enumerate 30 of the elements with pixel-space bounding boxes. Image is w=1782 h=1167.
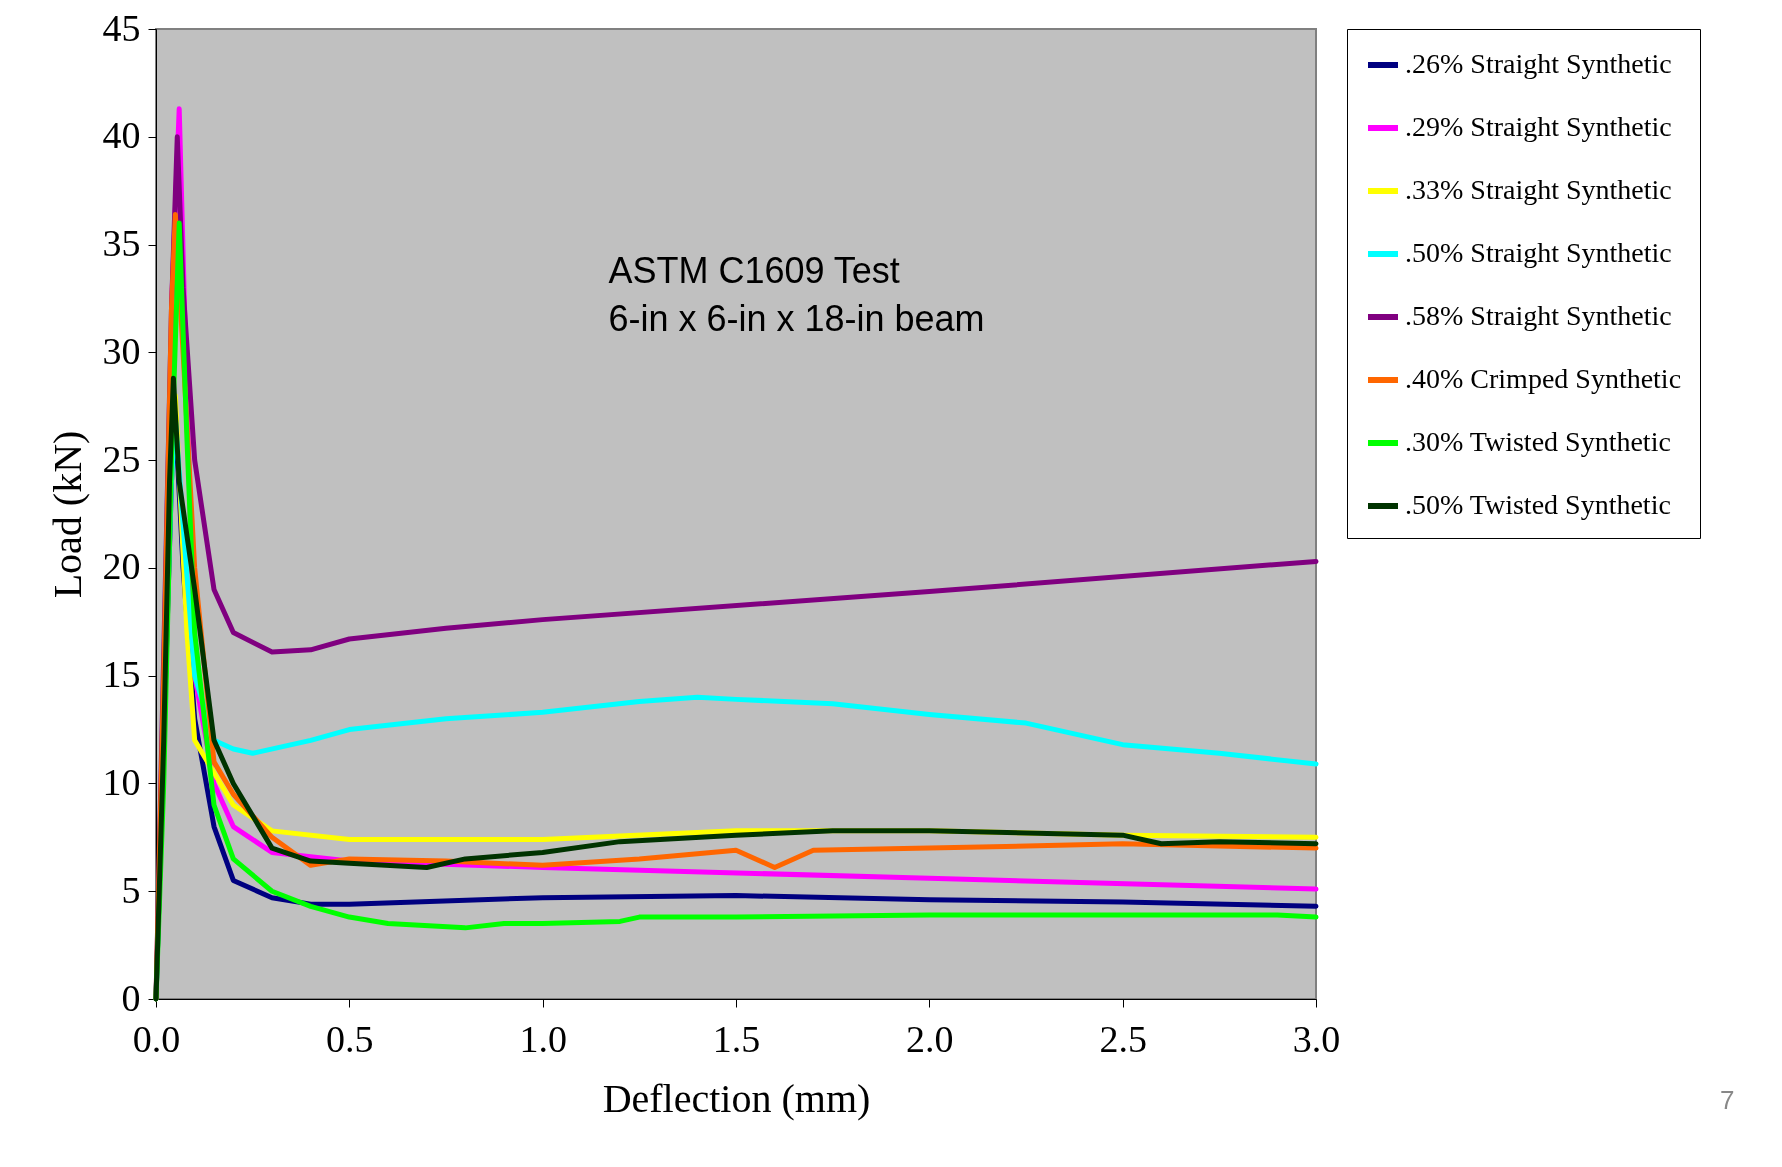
y-tick-label: 15 [102,653,141,696]
x-tick-label: 1.5 [712,1017,761,1060]
y-tick-label: 35 [102,222,141,265]
y-tick-label: 5 [121,868,141,911]
x-axis-title: Deflection (mm) [602,1075,871,1121]
x-tick-label: 0.0 [132,1017,181,1060]
y-axis-title: Load (kN) [44,430,90,599]
legend-label: .50% Twisted Synthetic [1405,489,1671,520]
x-tick-label: 2.5 [1099,1017,1147,1060]
legend-label: .58% Straight Synthetic [1405,300,1672,331]
y-tick-label: 0 [121,976,141,1019]
text: 7 [1720,1085,1735,1116]
legend-label: .33% Straight Synthetic [1405,174,1672,205]
x-tick-label: 2.0 [906,1017,954,1060]
legend-label: .50% Straight Synthetic [1405,237,1672,268]
annotation: 6-in x 6-in x 18-in beam [608,298,985,339]
y-tick-label: 45 [102,6,141,49]
annotation: ASTM C1609 Test [608,249,900,291]
x-tick-label: 0.5 [326,1017,374,1060]
legend-label: .29% Straight Synthetic [1405,111,1672,142]
legend-label: .40% Crimped Synthetic [1405,363,1682,394]
x-tick-label: 3.0 [1292,1017,1341,1060]
legend-label: .30% Twisted Synthetic [1405,426,1671,457]
x-tick-label: 1.0 [519,1017,567,1060]
y-tick-label: 25 [102,437,141,480]
y-tick-label: 20 [102,545,141,588]
y-tick-label: 10 [102,760,141,803]
y-tick-label: 30 [102,329,141,372]
legend-label: .26% Straight Synthetic [1405,48,1672,79]
y-tick-label: 40 [102,114,141,157]
